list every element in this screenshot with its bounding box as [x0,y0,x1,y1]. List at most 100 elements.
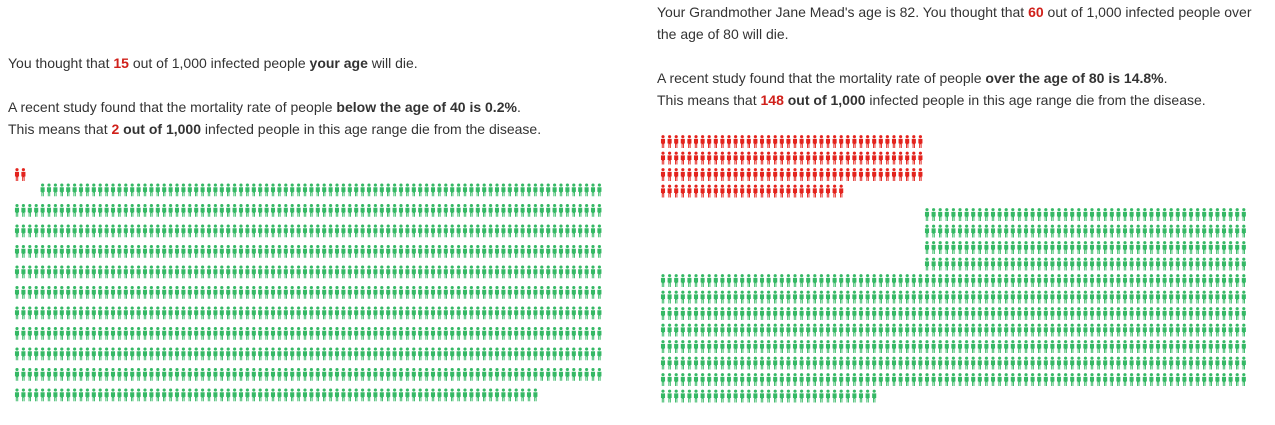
person-icon [123,367,128,381]
person-icon [687,290,692,304]
person-icon [713,389,718,403]
person-icon [700,323,705,337]
person-icon [1037,323,1042,337]
person-icon [40,306,45,320]
person-icon [34,326,39,340]
person-icon [590,285,596,299]
person-icon [354,347,359,361]
person-icon [1202,307,1207,320]
person-icon [891,151,897,165]
person-icon [667,373,672,386]
person-icon [905,373,910,386]
person-icon [507,306,512,320]
person-icon [117,306,122,320]
person-icon [872,307,877,320]
person-icon [565,265,570,279]
person-icon [558,224,564,238]
person-icon [971,373,976,386]
person-icon [720,389,725,403]
person-icon [707,151,712,165]
person-icon [302,306,308,320]
person-icon [584,285,589,299]
person-icon [181,347,186,361]
person-icon [1096,224,1101,238]
person-icon [123,347,128,361]
person-icon [14,224,20,238]
person-icon [1149,340,1154,353]
person-icon [578,203,583,217]
person-icon [386,285,391,299]
person-icon [1050,307,1055,320]
person-icon [707,356,712,370]
person-icon [700,290,705,304]
person-icon [238,183,244,197]
person-icon [1182,274,1187,287]
person-icon [1010,323,1015,337]
person-icon [341,203,346,217]
person-icon [898,373,903,386]
person-icon [1175,323,1180,337]
person-icon [462,203,468,217]
person-icon [91,203,96,217]
person-icon [219,224,224,238]
person-icon [264,265,269,279]
person-icon [1096,274,1101,287]
person-icon [674,373,679,386]
person-icon [597,326,602,340]
person-icon [258,306,263,320]
person-icon [341,265,346,279]
text-segment: This means that [657,92,761,108]
person-icon [1142,257,1147,271]
person-icon [110,326,116,340]
person-icon [779,151,784,165]
person-icon [1136,274,1141,287]
person-icon [733,135,738,148]
person-icon [977,274,982,287]
person-icon [1083,340,1088,353]
person-icon [858,373,864,386]
person-icon [424,224,429,238]
person-icon [270,347,276,361]
person-icon [792,151,798,165]
person-icon [181,183,186,197]
person-icon [1023,257,1029,271]
person-icon [1043,323,1048,337]
person-icon [1129,257,1134,271]
person-icon [905,168,910,181]
person-icon [155,347,160,361]
person-icon [302,285,308,299]
person-icon [1089,373,1095,386]
person-icon [1096,290,1101,304]
person-icon [905,151,910,165]
person-icon [1076,257,1081,271]
person-icon [424,265,429,279]
person-icon [309,326,314,340]
person-icon [98,306,103,320]
person-icon [469,347,474,361]
person-icon [799,168,804,181]
person-icon [200,388,205,402]
person-icon [1023,208,1029,221]
person-icon [162,224,167,238]
person-icon [792,323,798,337]
person-icon [812,184,817,198]
person-icon [1215,356,1220,370]
person-icon [845,307,850,320]
person-icon [726,135,732,148]
person-icon [819,356,824,370]
person-icon [865,389,870,403]
person-icon [456,306,461,320]
person-icon [1030,257,1035,271]
person-icon [1023,323,1029,337]
person-icon [885,290,890,304]
person-icon [984,257,989,271]
person-icon [386,183,391,197]
person-icon [792,290,798,304]
person-icon [578,265,583,279]
person-icon [475,203,480,217]
person-icon [1241,323,1246,337]
text-segment: This means that [8,121,112,137]
person-icon [944,323,949,337]
person-icon [270,306,276,320]
